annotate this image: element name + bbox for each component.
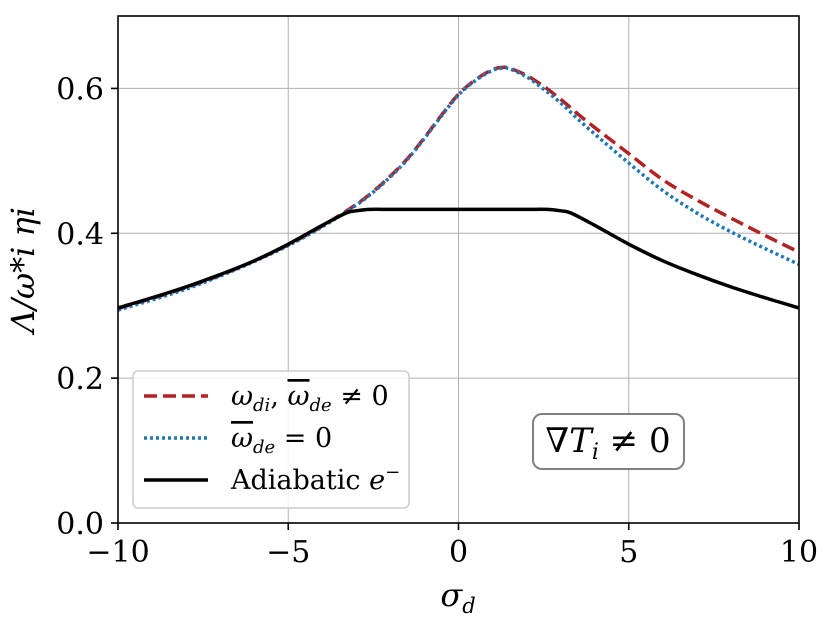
x-tick-label: 10: [780, 535, 818, 570]
x-axis-label: σd: [440, 576, 475, 618]
annotation: ∇Ti ≠ 0: [532, 413, 685, 470]
x-tick-label: 5: [619, 535, 638, 570]
y-tick-label: 0.2: [56, 362, 104, 397]
ticks: −10 −5 0 5 10 0.0 0.2 0.4 0.6: [56, 72, 818, 570]
x-axis-label-sub: d: [462, 594, 475, 618]
legend-box: [132, 370, 410, 509]
x-tick-label: 0: [449, 535, 468, 570]
y-tick-label: 0.4: [56, 217, 104, 252]
legend-label-adiabatic: Adiabatic e−: [230, 462, 400, 496]
y-tick-label: 0.0: [56, 507, 104, 542]
legend-label-omega-di: ωdi, ωde ≠ 0: [231, 381, 389, 416]
annotation-text: ∇Ti ≠ 0: [545, 421, 670, 465]
y-tick-label: 0.6: [56, 72, 104, 107]
legend: ωdi, ωde ≠ 0 ωde = 0 Adiabatic e−: [132, 370, 410, 509]
annotation-box: [532, 413, 685, 470]
legend-label-omega-de: ωde = 0: [231, 423, 332, 458]
series-layer: [117, 65, 800, 312]
series-line-dotted: [117, 66, 800, 312]
x-tick-label: −10: [86, 535, 149, 570]
y-axis-label-text: Λ/ω*i ηi: [4, 207, 42, 336]
y-axis-label: Λ/ω*i ηi: [4, 207, 42, 336]
x-axis-label-main: σ: [440, 576, 463, 614]
x-tick-label: −5: [266, 535, 310, 570]
series-line-solid: [117, 207, 800, 310]
